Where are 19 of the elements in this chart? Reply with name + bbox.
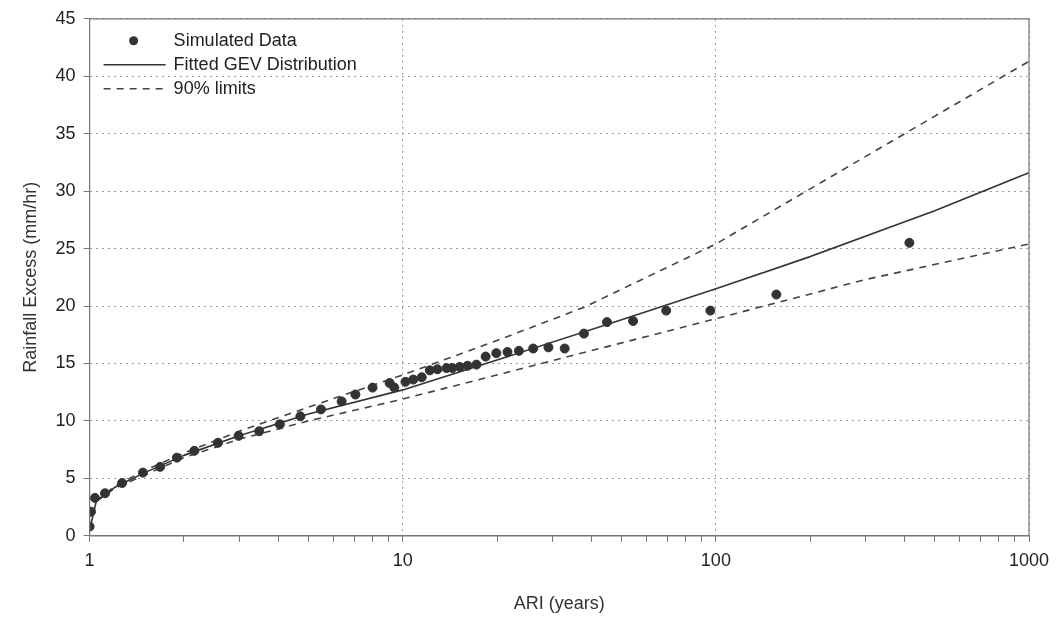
y-tick-label: 20 [55, 294, 76, 315]
x-tick-label: 1 [84, 549, 95, 570]
y-tick-label: 15 [55, 352, 76, 373]
x-tick-label: 100 [700, 549, 731, 570]
y-tick-label: 45 [55, 7, 76, 28]
x-axis-title: ARI (years) [513, 593, 605, 614]
y-tick-label: 0 [65, 524, 76, 545]
y-tick-label: 25 [55, 237, 76, 258]
y-tick-label: 40 [55, 65, 76, 86]
legend-label: Fitted GEV Distribution [173, 53, 357, 74]
x-tick-label: 1000 [1008, 549, 1050, 570]
y-tick-label: 10 [55, 409, 76, 430]
y-tick-label: 35 [55, 122, 76, 143]
legend-label: Simulated Data [173, 29, 298, 50]
x-tick-label: 10 [392, 549, 413, 570]
y-tick-label: 5 [65, 467, 76, 488]
y-axis-title: Rainfall Excess (mm/hr) [19, 181, 40, 373]
legend-label: 90% limits [173, 77, 256, 98]
y-tick-label: 30 [55, 180, 76, 201]
